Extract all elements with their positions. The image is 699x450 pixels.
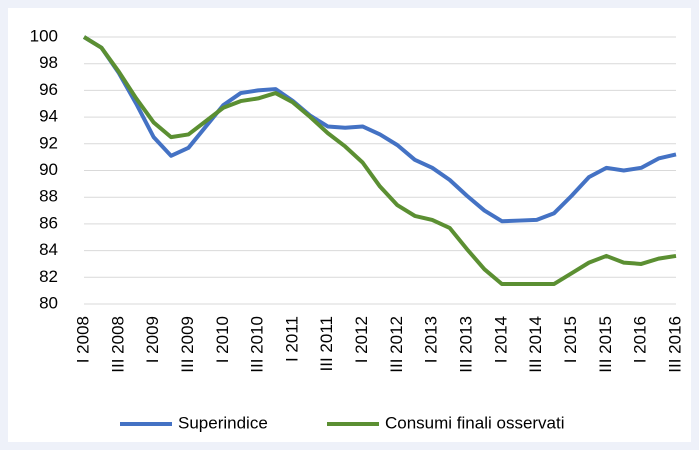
x-tick-label: III 2015 <box>596 316 615 373</box>
x-tick-label: III 2016 <box>665 316 684 373</box>
y-tick-label: 88 <box>39 187 58 206</box>
x-tick-label: I 2012 <box>352 316 371 363</box>
x-tick-label: III 2014 <box>526 316 545 373</box>
x-tick-label: I 2009 <box>143 316 162 363</box>
legend-label: Superindice <box>178 413 268 432</box>
y-tick-label: 100 <box>30 26 58 45</box>
x-tick-label: III 2010 <box>248 316 267 373</box>
x-tick-label: III 2012 <box>387 316 406 373</box>
series-line <box>82 35 677 224</box>
x-tick-label: III 2011 <box>317 316 336 371</box>
y-tick-label: 94 <box>39 107 58 126</box>
y-tick-label: 92 <box>39 133 58 152</box>
y-tick-label: 98 <box>39 53 58 72</box>
y-tick-label: 96 <box>39 80 58 99</box>
y-tick-label: 82 <box>39 267 58 286</box>
x-tick-label: I 2010 <box>213 316 232 363</box>
y-tick-label: 84 <box>39 240 58 259</box>
x-tick-label: III 2013 <box>457 316 476 373</box>
legend-label: Consumi finali osservati <box>385 413 565 432</box>
y-tick-label: 90 <box>39 160 58 179</box>
x-tick-label: I 2013 <box>422 316 441 363</box>
y-tick-label: 86 <box>39 213 58 232</box>
x-tick-label: I 2014 <box>491 316 510 363</box>
x-tick-label: III 2009 <box>178 316 197 373</box>
x-tick-label: I 2016 <box>631 316 650 363</box>
plot-background <box>8 8 691 442</box>
x-tick-label: III 2008 <box>108 316 127 373</box>
x-tick-label: I 2008 <box>73 316 92 363</box>
y-tick-label: 80 <box>39 293 58 312</box>
series-line <box>82 35 677 286</box>
x-tick-label: I 2011 <box>282 316 301 362</box>
x-tick-label: I 2015 <box>561 316 580 363</box>
